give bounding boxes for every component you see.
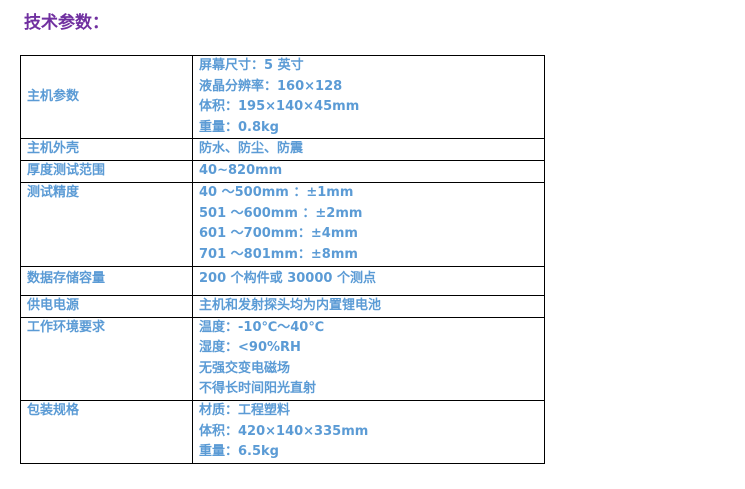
param-value: 屏幕尺寸：5 英寸液晶分辨率：160×128 体积：195×140×45mm 重量：… [192,54,545,140]
value-line: 材质：工程塑料 [199,402,291,418]
section-title: 技术参数： [24,13,109,33]
param-name: 包装规格 [20,399,193,464]
value-line: 重量：0.8kg [199,119,279,135]
value-line: 701 ～801mm：±8mm [199,246,358,262]
param-value: 40~820mm [192,160,545,183]
table-row: 供电电源 主机和发射探头均为内置锂电池 [20,294,545,318]
param-name: 主机外壳 [20,138,193,162]
table-row: 主机外壳 防水、防尘、防震 [20,138,545,162]
table-row: 主机参数 屏幕尺寸：5 英寸液晶分辨率：160×128 体积：195×140×45m… [20,54,545,140]
value-line: 体积：195×140×45mm [199,99,360,115]
param-name: 数据存储容量 [20,265,193,296]
value-line: 601 ～700mm：±4mm [199,226,358,242]
value-line: 无强交变电磁场 [199,360,291,376]
table-row: 测试精度 40 ～500mm ：±1mm 501 ～600mm ：±2mm 601 ～… [20,181,545,267]
value-line: 不得长时间阳光直射 [199,381,317,397]
param-value: 材质：工程塑料体积：420×140×335mm 重量：6.5kg [192,399,545,464]
value-line: 屏幕尺寸：5 英寸 [199,58,304,73]
table-row: 数据存储容量 200 个构件或 30000 个测点 [20,265,545,296]
value-line: 重量：6.5kg [199,444,279,460]
value-line: 501 ～600mm ：±2mm [199,205,363,221]
value-line: 液晶分辨率：160×128 [199,78,343,94]
spec-table: 主机参数 屏幕尺寸：5 英寸液晶分辨率：160×128 体积：195×140×45m… [20,54,545,464]
table-row: 厚度测试范围 40~820mm [20,160,545,183]
param-value: 200 个构件或 30000 个测点 [192,265,545,296]
param-value: 40 ～500mm ：±1mm 501 ～600mm ：±2mm 601 ～700m… [192,181,545,267]
value-line: 温度：-10℃～40℃ [199,319,325,335]
param-name: 测试精度 [20,181,193,267]
value-line: 主机和发射探头均为内置锂电池 [199,297,382,313]
param-name: 工作环境要求 [20,316,193,401]
table-row: 工作环境要求 温度：-10℃～40℃ 湿度：<90%RH 无强交变电磁场不得长时间阳光… [20,316,545,401]
param-value: 温度：-10℃～40℃ 湿度：<90%RH 无强交变电磁场不得长时间阳光直射 [192,316,545,401]
param-name: 供电电源 [20,294,193,318]
value-line: 防水、防尘、防震 [199,141,304,157]
value-line: 40~820mm [199,163,283,179]
param-name: 主机参数 [20,54,193,140]
value-line: 200 个构件或 30000 个测点 [199,270,376,286]
param-value: 防水、防尘、防震 [192,138,545,162]
value-line: 体积：420×140×335mm [199,423,369,439]
value-line: 40 ～500mm ：±1mm [199,184,354,200]
value-line: 湿度：<90%RH [199,340,301,356]
param-value: 主机和发射探头均为内置锂电池 [192,294,545,318]
table-row: 包装规格 材质：工程塑料体积：420×140×335mm 重量：6.5kg [20,399,545,464]
param-name: 厚度测试范围 [20,160,193,183]
